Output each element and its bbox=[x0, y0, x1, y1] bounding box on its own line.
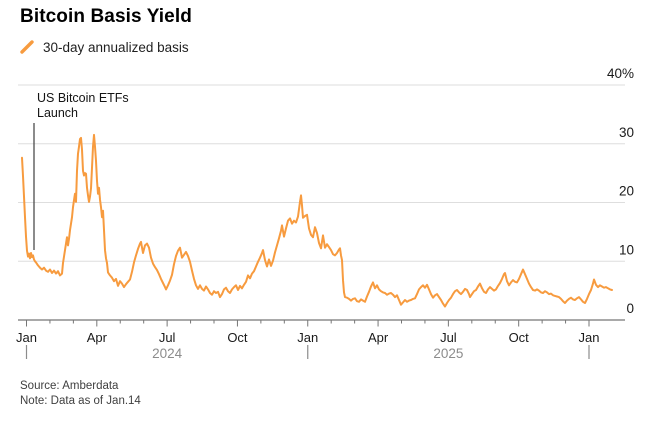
basis-yield-line bbox=[21, 133, 613, 308]
y-axis-label: 10 bbox=[619, 242, 634, 257]
annotation-line2: Launch bbox=[37, 105, 79, 120]
x-axis-month-label: Jul bbox=[440, 330, 457, 345]
legend-line-swatch-icon bbox=[20, 40, 34, 54]
x-axis-month-label: Jan bbox=[297, 330, 318, 345]
x-axis-month-label: Oct bbox=[509, 330, 530, 345]
note-text: Note: Data as of Jan.14 bbox=[20, 394, 141, 407]
footer: Source: Amberdata Note: Data as of Jan.1… bbox=[20, 379, 141, 408]
page-title: Bitcoin Basis Yield bbox=[20, 6, 192, 27]
y-axis-label: 20 bbox=[619, 184, 634, 199]
x-axis-month-label: Jan bbox=[16, 330, 37, 345]
source-text: Source: Amberdata bbox=[20, 380, 119, 392]
legend-label: 30-day annualized basis bbox=[43, 39, 189, 55]
legend: 30-day annualized basis bbox=[20, 39, 189, 55]
year-label: 2024 bbox=[152, 346, 183, 361]
etf-launch-annotation: US Bitcoin ETFs Launch bbox=[37, 91, 129, 120]
x-axis-month-label: Jan bbox=[579, 330, 600, 345]
y-axis-label: 30 bbox=[619, 125, 634, 140]
y-axis-label: 40% bbox=[607, 66, 634, 81]
x-axis-month-label: Apr bbox=[368, 330, 389, 345]
year-label: 2025 bbox=[433, 346, 463, 361]
annotation-line1: US Bitcoin ETFs bbox=[37, 91, 129, 105]
y-axis-label: 0 bbox=[626, 301, 634, 316]
x-axis-month-label: Oct bbox=[227, 330, 248, 345]
x-axis-month-label: Apr bbox=[87, 330, 108, 345]
x-axis-month-label: Jul bbox=[159, 330, 176, 345]
